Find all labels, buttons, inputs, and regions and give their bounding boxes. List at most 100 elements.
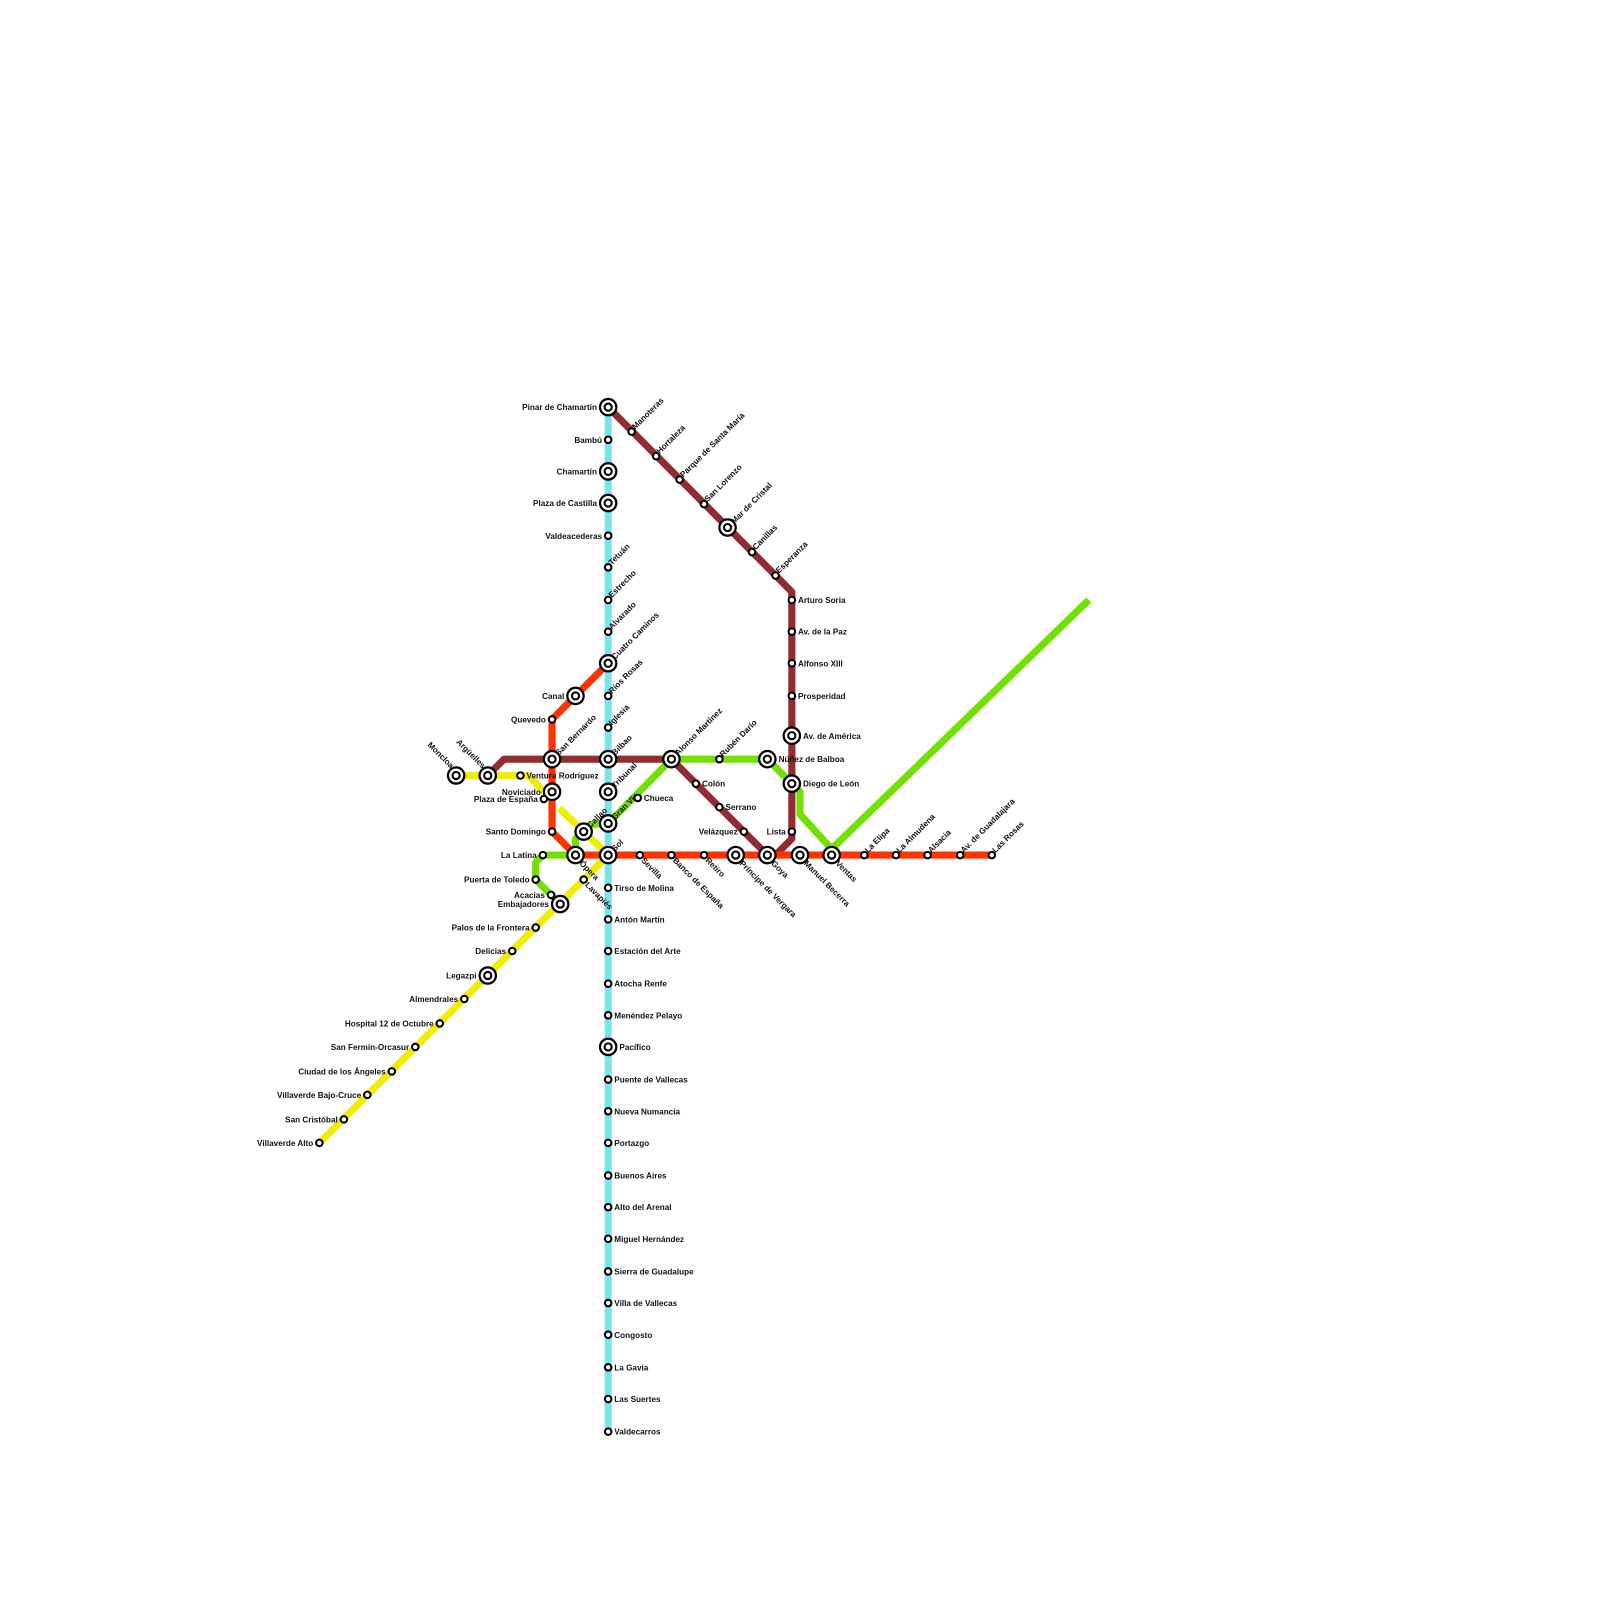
station-la-latina[interactable]: La Latina (501, 850, 548, 860)
station-lista[interactable]: Lista (767, 827, 797, 837)
station-portazgo[interactable]: Portazgo (603, 1138, 649, 1148)
station-alto-del-arenal[interactable]: Alto del Arenal (603, 1202, 672, 1212)
station-palos-de-la-frontera[interactable]: Palos de la Frontera (452, 923, 540, 933)
station-arturo-soria[interactable]: Arturo Soria (787, 595, 846, 605)
station-marker-icon (603, 1075, 613, 1084)
station-ventura-rodriguez[interactable]: Ventura Rodríguez (516, 771, 599, 781)
station-colon[interactable]: Colón (691, 779, 726, 789)
station-bambu[interactable]: Bambú (574, 435, 613, 445)
interchange-marker-icon (555, 899, 565, 909)
station-label: Velázquez (699, 828, 738, 837)
station-marker-icon (603, 1267, 613, 1276)
station-nunez-de-balboa[interactable]: Núñez de Balboa (758, 749, 845, 769)
station-plaza-de-espana[interactable]: Plaza de España (474, 794, 549, 804)
station-buenos-aires[interactable]: Buenos Aires (603, 1171, 667, 1181)
station-valdeacederas[interactable]: Valdeacederas (545, 531, 613, 541)
station-villaverde-bajo-cruce[interactable]: Villaverde Bajo-Cruce (277, 1090, 372, 1100)
station-marker-icon (603, 691, 613, 701)
station-canal[interactable]: Canal (542, 686, 585, 706)
station-chueca[interactable]: Chueca (633, 793, 674, 803)
station-av-de-la-paz[interactable]: Av. de la Paz (787, 627, 847, 637)
station-label: Hortaleza (655, 423, 688, 456)
station-alfonso-xiii[interactable]: Alfonso XIII (787, 658, 843, 668)
station-marker-icon (603, 1234, 613, 1244)
station-label: Alfonso XIII (798, 659, 843, 668)
station-hospital-12-de-octubre[interactable]: Hospital 12 de Octubre (345, 1019, 445, 1029)
station-label: Las Suertes (614, 1395, 661, 1404)
station-marker-icon (787, 827, 797, 836)
station-sierra-de-guadalupe[interactable]: Sierra de Guadalupe (603, 1267, 694, 1276)
station-manoteras[interactable]: Manoteras (627, 396, 666, 436)
station-banco-de-espana[interactable]: Banco de España (667, 850, 726, 911)
station-mar-de-cristal[interactable]: Mar de Cristal (718, 481, 774, 537)
station-label: Puerta de Toledo (464, 876, 530, 885)
station-pacifico[interactable]: Pacífico (598, 1037, 651, 1057)
station-nueva-numancia[interactable]: Nueva Numancia (603, 1106, 681, 1116)
station-label: Pacífico (619, 1043, 650, 1052)
station-marker-icon (787, 691, 797, 701)
station-valdecarros[interactable]: Valdecarros (603, 1427, 661, 1437)
station-velazquez[interactable]: Velázquez (699, 827, 749, 837)
station-chamartin[interactable]: Chamartín (557, 462, 618, 481)
station-marker-icon (633, 793, 643, 803)
station-villa-de-vallecas[interactable]: Villa de Vallecas (603, 1298, 678, 1308)
station-estacion-del-arte[interactable]: Estación del Arte (603, 946, 681, 956)
interchange-marker-icon (787, 779, 797, 789)
station-noviciado[interactable]: Noviciado (502, 782, 562, 802)
station-san-cristobal[interactable]: San Cristóbal (285, 1115, 349, 1124)
station-label: Las Rosas (991, 819, 1027, 855)
station-acacias[interactable]: Acacias (514, 890, 556, 900)
station-embajadores[interactable]: Embajadores (498, 894, 570, 914)
station-puerta-de-toledo[interactable]: Puerta de Toledo (464, 875, 540, 885)
station-label: Villaverde Alto (257, 1139, 313, 1148)
station-marker-icon (771, 571, 780, 580)
station-label: Colón (702, 780, 725, 789)
station-label: Almendrales (409, 995, 458, 1004)
interchange-marker-icon (787, 731, 797, 741)
station-ciudad-de-los-angeles[interactable]: Ciudad de los Ángeles (298, 1066, 397, 1076)
station-las-suertes[interactable]: Las Suertes (603, 1394, 661, 1404)
interchange-marker-icon (451, 770, 461, 781)
station-marker-icon (603, 595, 613, 605)
station-delicias[interactable]: Delicias (475, 946, 517, 956)
station-marker-icon (675, 475, 684, 484)
station-quevedo[interactable]: Quevedo (511, 715, 557, 724)
station-congosto[interactable]: Congosto (603, 1330, 652, 1340)
station-diego-de-leon[interactable]: Diego de León (782, 774, 860, 793)
station-san-fermin-orcasur[interactable]: San Fermín-Orcasur (331, 1042, 420, 1052)
station-marker-icon (691, 779, 701, 788)
station-marker-icon (603, 1171, 613, 1180)
station-la-gavia[interactable]: La Gavia (603, 1363, 649, 1372)
station-almendrales[interactable]: Almendrales (409, 994, 469, 1004)
station-miguel-hernandez[interactable]: Miguel Hernández (603, 1234, 684, 1244)
station-canillas[interactable]: Canillas (747, 523, 780, 557)
station-marker-icon (603, 723, 613, 732)
station-hortaleza[interactable]: Hortaleza (651, 423, 688, 461)
station-sol[interactable]: Sol (598, 838, 625, 865)
station-serrano[interactable]: Serrano (715, 802, 756, 812)
station-tirso-de-molina[interactable]: Tirso de Molina (603, 883, 675, 893)
station-marker-icon (747, 547, 757, 557)
station-prosperidad[interactable]: Prosperidad (787, 691, 846, 701)
station-label: Hospital 12 de Octubre (345, 1020, 434, 1029)
station-label: Av. de Guadalajara (959, 797, 1017, 855)
station-av-de-guadalajara[interactable]: Av. de Guadalajara (955, 797, 1017, 860)
station-pinar-de-chamartin[interactable]: Pinar de Chamartín (522, 397, 618, 417)
station-legazpi[interactable]: Legazpi (446, 966, 498, 985)
station-marker-icon (603, 1363, 613, 1372)
station-santo-domingo[interactable]: Santo Domingo (486, 827, 557, 837)
station-plaza-de-castilla[interactable]: Plaza de Castilla (533, 493, 618, 513)
station-atocha-renfe[interactable]: Atocha Renfe (603, 979, 667, 989)
station-label: Av. de la Paz (798, 628, 847, 637)
station-label: Ventas (834, 859, 859, 884)
station-anton-martin[interactable]: Antón Martín (603, 915, 665, 924)
station-marker-icon (635, 850, 645, 860)
station-puente-de-vallecas[interactable]: Puente de Vallecas (603, 1075, 688, 1085)
stations-layer: Pinar de Chamartín Bambú Chamartín Plaza de… (257, 396, 1026, 1437)
station-san-lorenzo[interactable]: San Lorenzo (699, 463, 744, 509)
station-villaverde-alto[interactable]: Villaverde Alto (257, 1138, 324, 1148)
station-menendez-pelayo[interactable]: Menéndez Pelayo (603, 1011, 682, 1020)
station-av-de-america[interactable]: Av. de América (782, 726, 862, 746)
station-esperanza[interactable]: Esperanza (771, 540, 810, 580)
